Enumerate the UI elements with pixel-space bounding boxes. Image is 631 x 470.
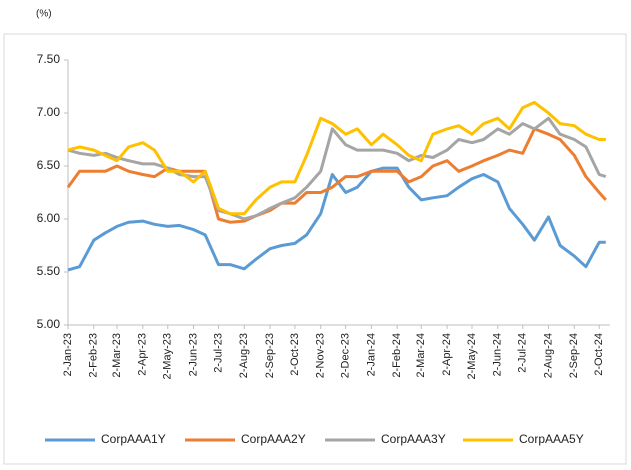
x-tick-label: 2-Jun-23 — [187, 333, 199, 376]
x-tick-label: 2-Oct-23 — [289, 333, 301, 376]
x-tick-label: 2-Sep-24 — [568, 333, 580, 378]
legend-label: CorpAAA1Y — [101, 432, 166, 446]
x-tick-label: 2-Jan-23 — [62, 333, 74, 376]
x-tick-label: 2-May-23 — [162, 333, 174, 379]
legend-label: CorpAAA3Y — [381, 432, 446, 446]
x-tick-label: 2-Mar-24 — [415, 333, 427, 378]
y-tick-label: 5.00 — [37, 317, 61, 331]
x-tick-label: 2-May-24 — [466, 333, 478, 379]
x-tick-label: 2-Aug-23 — [238, 333, 250, 378]
x-tick-label: 2-Jul-23 — [212, 333, 224, 373]
x-tick-label: 2-Apr-23 — [137, 333, 149, 376]
x-tick-label: 2-Dec-23 — [340, 333, 352, 378]
y-unit: (%) — [36, 9, 52, 20]
x-tick-label: 2-Jul-24 — [517, 333, 529, 373]
x-tick-label: 2-Sep-23 — [264, 333, 276, 378]
x-tick-label: 2-Nov-23 — [315, 333, 327, 378]
series-line — [66, 127, 607, 224]
x-tick-label: 2-Feb-23 — [88, 333, 100, 378]
legend-label: CorpAAA5Y — [519, 432, 584, 446]
legend-label: CorpAAA2Y — [241, 432, 306, 446]
y-tick-label: 6.00 — [37, 211, 61, 225]
series-line — [67, 100, 606, 216]
y-tick-label: 7.00 — [37, 105, 61, 119]
x-tick-label: 2-Jun-24 — [492, 333, 504, 376]
x-tick-label: 2-Oct-24 — [593, 333, 605, 376]
x-tick-label: 2-Aug-24 — [542, 333, 554, 378]
y-tick-label: 7.50 — [37, 52, 61, 66]
series-line — [67, 116, 607, 221]
x-tick-label: 2-Mar-23 — [111, 333, 123, 378]
x-tick-label: 2-Jan-24 — [365, 333, 377, 376]
chart-frame — [3, 33, 627, 465]
y-tick-label: 5.50 — [37, 264, 61, 278]
x-tick-label: 2-Apr-24 — [441, 333, 453, 376]
y-tick-label: 6.50 — [37, 158, 61, 172]
x-tick-label: 2-Feb-24 — [391, 333, 403, 378]
